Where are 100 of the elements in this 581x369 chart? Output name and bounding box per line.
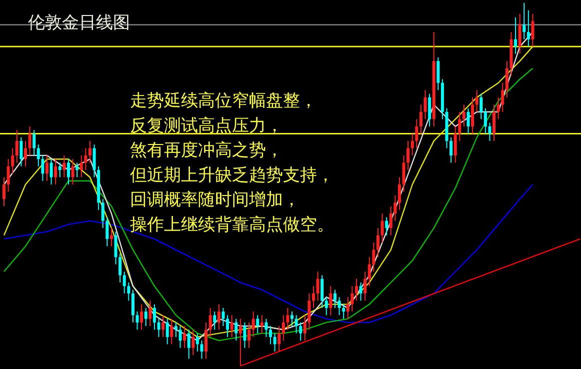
candlestick [454,126,457,164]
candlestick [62,154,66,178]
candlestick [20,136,23,167]
candlestick [32,130,36,156]
candlestick [260,314,264,334]
candlestick [402,154,406,192]
candlestick [54,158,58,185]
candlestick [480,93,483,120]
candlestick [256,314,260,334]
candlestick [394,194,397,222]
candlestick [389,206,392,236]
candlestick [290,311,294,327]
candlestick [320,274,324,308]
candlestick [24,140,27,167]
candlestick [526,10,530,48]
candlestick [368,256,371,287]
candlestick [84,148,88,170]
candlestick [419,104,422,134]
candlestick [2,176,6,207]
candlestick [450,136,453,164]
candlestick [71,158,74,185]
candlestick [286,307,290,330]
annotation: 反复测试高点压力， [130,116,283,136]
candlestick [346,296,350,320]
candlestick [333,289,336,308]
candlestick [217,304,220,330]
candlestick [213,311,216,330]
candlestick [222,307,225,327]
candlestick [196,332,199,352]
candlestick [192,329,195,356]
candlestick [170,318,174,345]
candlestick [28,126,32,156]
candlestick [312,286,315,308]
annotation: 走势延续高位窄幅盘整， [130,91,317,111]
candlestick [376,228,380,258]
candlestick [410,133,414,156]
candlestick [436,56,440,91]
candlestick [350,286,354,312]
candlestick [458,111,462,142]
candlestick [428,93,432,127]
candlestick [187,329,190,360]
candlestick [15,130,18,164]
candlestick [230,314,234,338]
candlestick [122,271,126,294]
annotation: 回调概率随时间增加， [130,190,300,210]
candlestick [45,154,48,182]
candlestick [406,140,410,170]
candlestick [166,318,169,345]
candlestick [501,82,504,112]
candlestick [148,300,152,327]
candlestick [308,292,311,330]
candlestick [118,252,122,284]
candlestick [162,314,165,338]
candlestick [58,162,62,178]
candlestick [243,322,246,348]
candlestick [174,322,178,338]
candlestick [248,322,251,348]
candlestick [269,326,272,345]
candlestick [226,314,230,338]
candlestick [466,108,470,134]
annotation: 但近期上升缺乏趋势支持， [130,165,334,186]
candlestick [338,296,341,316]
candlestick [11,148,14,174]
candlestick [303,314,306,342]
candlestick [531,13,534,48]
candlestick [136,311,139,330]
candlestick [114,231,118,265]
candlestick [273,332,276,352]
candlestick [144,307,148,327]
candlestick [492,104,496,142]
candlestick [385,216,388,236]
candlestick [41,154,44,182]
candlestick [208,307,212,338]
candlestick [131,289,134,323]
candlestick [80,154,83,178]
candlestick [264,318,268,338]
candlestick [238,318,242,366]
candlestick [496,96,500,120]
candlestick [372,242,376,272]
candlestick [354,278,358,302]
candlestick [183,326,186,348]
candlestick [106,216,109,247]
candlestick [364,271,367,302]
candlestick [157,318,160,338]
candlestick [424,90,427,120]
candlestick [110,228,113,247]
candlestick [514,17,518,54]
candlestick [398,176,401,210]
candlestick [127,282,130,302]
annotation: 操作上继续背靠高点做空。 [130,215,334,235]
candlestick [329,286,332,316]
candlestick [415,118,418,149]
candlestick [294,314,298,334]
candlestick [462,104,466,127]
candlestick [234,318,238,342]
candlestick [488,122,492,142]
candlestick [505,60,508,98]
candlestick [76,162,79,178]
candlestick [200,340,204,360]
candlestick [475,90,478,112]
